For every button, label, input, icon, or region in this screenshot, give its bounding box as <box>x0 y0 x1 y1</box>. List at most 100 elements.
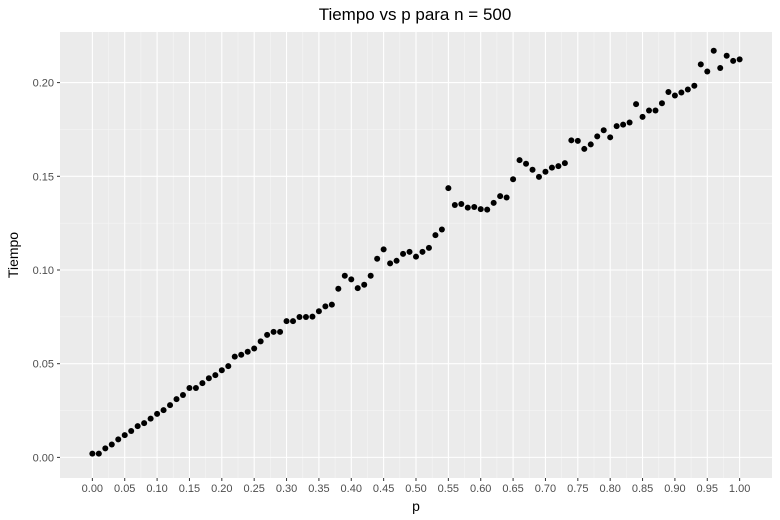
x-axis-title: p <box>412 498 420 514</box>
data-point <box>335 285 342 292</box>
data-point <box>361 281 368 288</box>
data-point <box>419 248 426 255</box>
data-point <box>736 56 743 63</box>
data-point <box>704 68 711 75</box>
y-tick-label: 0.20 <box>33 78 54 90</box>
data-point <box>393 257 400 264</box>
data-point <box>503 194 510 201</box>
x-tick-label: 0.60 <box>470 483 491 495</box>
data-point <box>613 123 620 130</box>
data-point <box>387 260 394 267</box>
data-point <box>121 432 128 439</box>
data-point <box>199 380 206 387</box>
data-point <box>367 272 374 279</box>
x-tick-label: 0.35 <box>308 483 329 495</box>
x-tick-label: 0.10 <box>146 483 167 495</box>
data-point <box>665 88 672 95</box>
x-tick-label: 0.75 <box>567 483 588 495</box>
x-tick-label: 0.70 <box>535 483 556 495</box>
data-point <box>542 168 549 175</box>
data-point <box>639 113 646 120</box>
data-point <box>277 328 284 335</box>
x-tick-label: 0.15 <box>179 483 200 495</box>
data-point <box>432 232 439 239</box>
data-point <box>523 160 530 167</box>
data-point <box>141 420 148 427</box>
data-point <box>497 193 504 200</box>
data-point <box>315 308 322 315</box>
data-point <box>354 285 361 292</box>
data-point <box>147 415 154 422</box>
data-point <box>684 86 691 93</box>
chart-title: Tiempo vs p para n = 500 <box>319 5 512 24</box>
y-axis: 0.00 0.05 0.10 0.15 0.20 <box>33 78 60 464</box>
data-point <box>490 199 497 206</box>
data-point <box>309 313 316 320</box>
data-point <box>574 137 581 144</box>
x-tick-label: 0.30 <box>276 483 297 495</box>
data-point <box>516 157 523 164</box>
data-point <box>413 253 419 260</box>
data-point <box>225 363 232 370</box>
x-tick-label: 0.05 <box>114 483 135 495</box>
data-point <box>244 348 251 355</box>
x-tick-label: 0.85 <box>632 483 653 495</box>
y-tick-label: 0.05 <box>33 359 54 371</box>
data-point <box>238 351 245 358</box>
y-tick-label: 0.10 <box>33 265 54 277</box>
data-point <box>555 163 562 170</box>
data-point <box>581 145 588 152</box>
data-point <box>717 64 724 71</box>
x-tick-label: 0.80 <box>599 483 620 495</box>
data-point <box>348 276 355 283</box>
major-gridlines <box>60 32 772 478</box>
data-point <box>251 345 258 352</box>
x-tick-label: 0.90 <box>664 483 685 495</box>
data-point <box>341 272 348 279</box>
y-tick-label: 0.00 <box>33 452 54 464</box>
data-point <box>270 328 277 335</box>
data-point <box>192 385 199 392</box>
data-point <box>89 450 96 457</box>
data-point <box>425 244 432 251</box>
data-point <box>730 57 737 64</box>
data-point <box>529 166 536 173</box>
x-tick-label: 0.55 <box>438 483 459 495</box>
data-point <box>652 107 659 114</box>
y-axis-title: Tiempo <box>5 232 21 278</box>
data-point <box>115 436 122 443</box>
x-tick-label: 0.25 <box>243 483 264 495</box>
data-point <box>231 353 238 360</box>
data-point <box>548 164 555 171</box>
data-point <box>594 133 601 140</box>
x-tick-label: 0.50 <box>405 483 426 495</box>
data-point <box>471 204 478 211</box>
data-point <box>710 47 717 54</box>
data-point <box>264 331 271 338</box>
data-point <box>587 141 594 148</box>
data-point <box>568 137 575 144</box>
data-point <box>445 185 452 192</box>
data-point <box>283 318 290 325</box>
data-point <box>691 82 698 89</box>
x-tick-label: 0.00 <box>82 483 103 495</box>
data-point <box>322 303 329 310</box>
x-tick-label: 1.00 <box>729 483 750 495</box>
data-point <box>633 101 640 108</box>
data-point <box>723 52 730 59</box>
data-point <box>626 119 633 126</box>
data-point <box>186 385 193 392</box>
x-tick-label: 0.40 <box>341 483 362 495</box>
data-point <box>484 206 491 213</box>
data-point <box>154 410 161 417</box>
data-point <box>678 89 685 96</box>
data-point <box>438 226 445 233</box>
data-point <box>302 314 309 321</box>
data-point <box>458 201 465 208</box>
x-tick-label: 0.45 <box>373 483 394 495</box>
data-point <box>212 372 219 379</box>
data-point <box>328 301 335 308</box>
data-point <box>697 61 704 68</box>
data-point <box>173 396 180 403</box>
